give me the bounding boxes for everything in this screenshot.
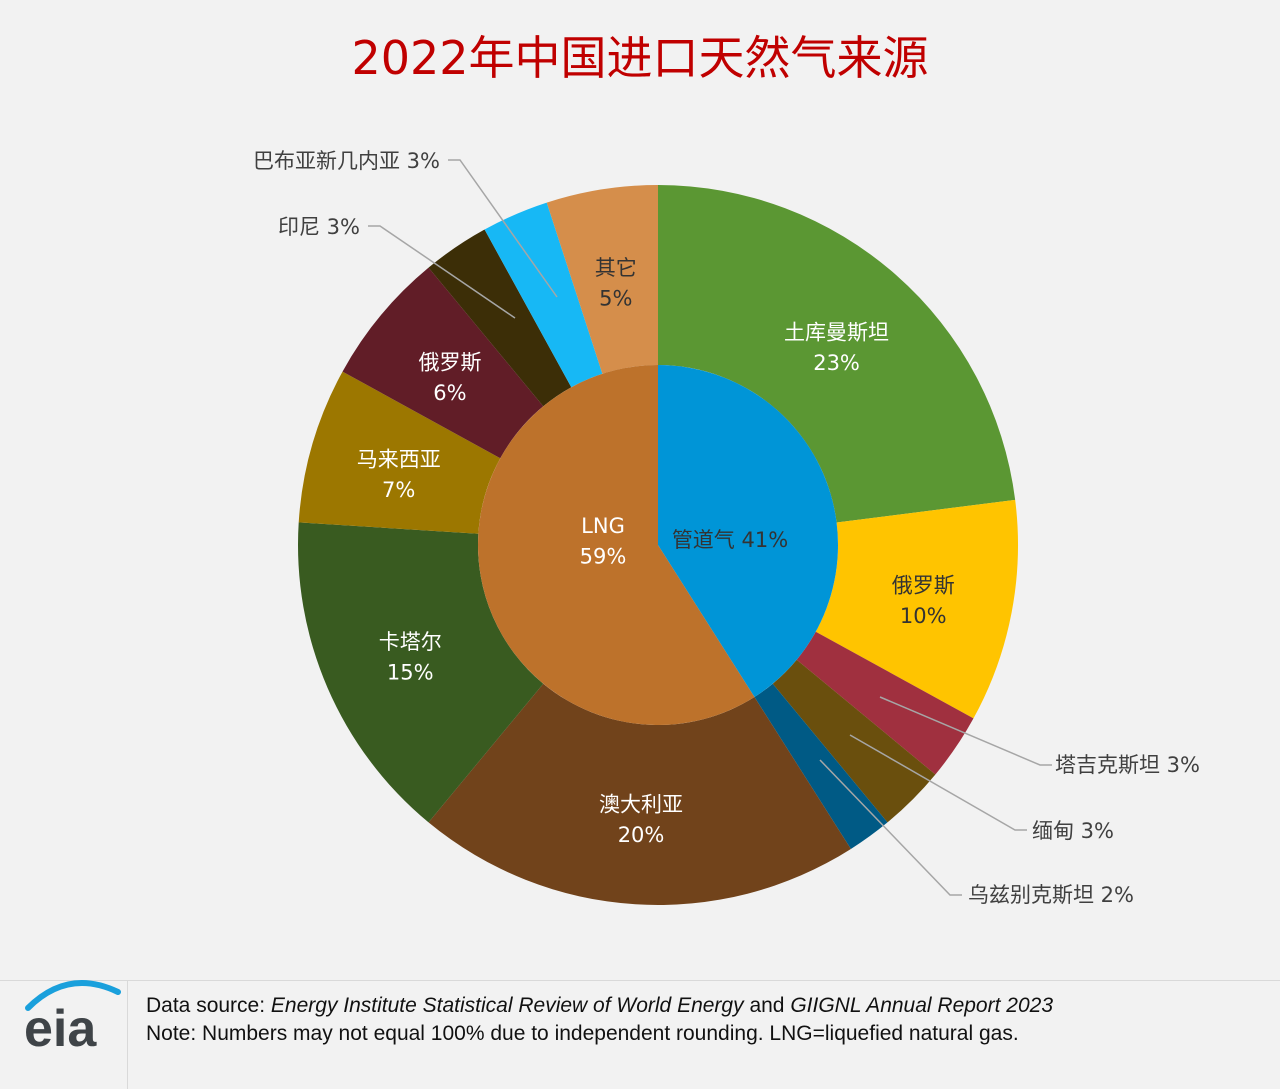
outer-label-3: 缅甸 3% <box>1032 819 1114 843</box>
outer-label-2: 塔吉克斯坦 3% <box>1055 753 1200 777</box>
inner-slice-0 <box>658 365 838 697</box>
inner-label-1-name: LNG <box>581 514 625 538</box>
footer-divider <box>0 980 1280 981</box>
eia-logo-text: eia <box>24 1000 97 1058</box>
leader-line-10 <box>448 159 558 298</box>
outer-label-8-name: 俄罗斯 <box>418 351 481 375</box>
outer-label-5-name: 澳大利亚 <box>599 792 683 816</box>
inner-label-1: LNG 59% <box>580 514 627 568</box>
outer-label-10: 巴布亚新几内亚 3% <box>253 149 440 173</box>
outer-label-5-value: 20% <box>618 823 665 847</box>
source-prefix: Data source: <box>146 994 271 1017</box>
outer-label-6-value: 15% <box>387 661 434 685</box>
outer-label-8: 俄罗斯 6% <box>418 351 481 405</box>
slice-labels: 土库曼斯坦 23% 俄罗斯 10% 塔吉克斯坦 3% 缅甸 3% 乌兹别克斯坦 2% 澳大利亚… <box>253 149 1200 907</box>
outer-label-8-value: 6% <box>433 381 466 405</box>
outer-label-11: 其它 5% <box>595 256 637 310</box>
outer-slice-5 <box>428 683 851 905</box>
inner-ring <box>477 365 838 725</box>
outer-label-9: 印尼 3% <box>278 215 360 239</box>
donut-chart: 土库曼斯坦 23% 俄罗斯 10% 塔吉克斯坦 3% 缅甸 3% 乌兹别克斯坦 2% 澳大利亚… <box>253 149 1200 907</box>
inner-slice-1 <box>477 365 755 725</box>
outer-slice-1 <box>815 499 1019 719</box>
outer-label-6: 卡塔尔 15% <box>379 630 442 684</box>
eia-logo: eia <box>24 980 121 1058</box>
outer-label-1-name: 俄罗斯 <box>892 573 955 597</box>
outer-slice-6 <box>298 522 544 823</box>
chart-title: 2022年中国进口天然气来源 <box>351 31 929 85</box>
source-and: and <box>743 994 791 1017</box>
leader-line-4 <box>819 759 962 896</box>
outer-slice-8 <box>342 267 544 459</box>
outer-label-7-name: 马来西亚 <box>357 448 441 472</box>
outer-label-0-value: 23% <box>813 351 860 375</box>
outer-label-1-value: 10% <box>900 604 947 628</box>
outer-label-7: 马来西亚 7% <box>357 448 441 502</box>
footer-vertical-divider <box>127 980 128 1089</box>
outer-slice-2 <box>796 631 974 775</box>
inner-label-1-value: 59% <box>580 544 627 568</box>
outer-slice-4 <box>754 683 888 849</box>
source-title-2: GIIGNL Annual Report 2023 <box>790 994 1053 1017</box>
outer-label-11-name: 其它 <box>595 256 637 280</box>
outer-label-5: 澳大利亚 20% <box>599 792 683 846</box>
outer-slice-7 <box>298 371 501 534</box>
leader-line-3 <box>849 734 1027 831</box>
outer-label-7-value: 7% <box>382 478 415 502</box>
outer-slice-3 <box>772 659 936 823</box>
outer-slice-9 <box>428 229 572 407</box>
outer-label-4: 乌兹别克斯坦 2% <box>968 883 1134 907</box>
outer-label-6-name: 卡塔尔 <box>379 630 442 654</box>
outer-ring <box>298 185 1019 905</box>
outer-label-0: 土库曼斯坦 23% <box>784 320 889 374</box>
leader-line-9 <box>368 225 516 319</box>
leader-line-2 <box>879 696 1052 766</box>
data-source-line: Data source: Energy Institute Statistica… <box>146 992 1266 1020</box>
leader-lines <box>368 159 1052 896</box>
outer-label-11-value: 5% <box>599 287 632 311</box>
inner-label-0: 管道气 41% <box>672 528 788 552</box>
source-title-1: Energy Institute Statistical Review of W… <box>270 994 744 1017</box>
outer-label-0-name: 土库曼斯坦 <box>784 320 889 344</box>
outer-slice-11 <box>546 185 658 374</box>
outer-slice-0 <box>658 185 1016 523</box>
note-line: Note: Numbers may not equal 100% due to … <box>146 1022 1019 1045</box>
outer-label-1: 俄罗斯 10% <box>892 573 955 627</box>
footer: Data source: Energy Institute Statistica… <box>146 992 1266 1048</box>
outer-slice-10 <box>484 202 603 388</box>
